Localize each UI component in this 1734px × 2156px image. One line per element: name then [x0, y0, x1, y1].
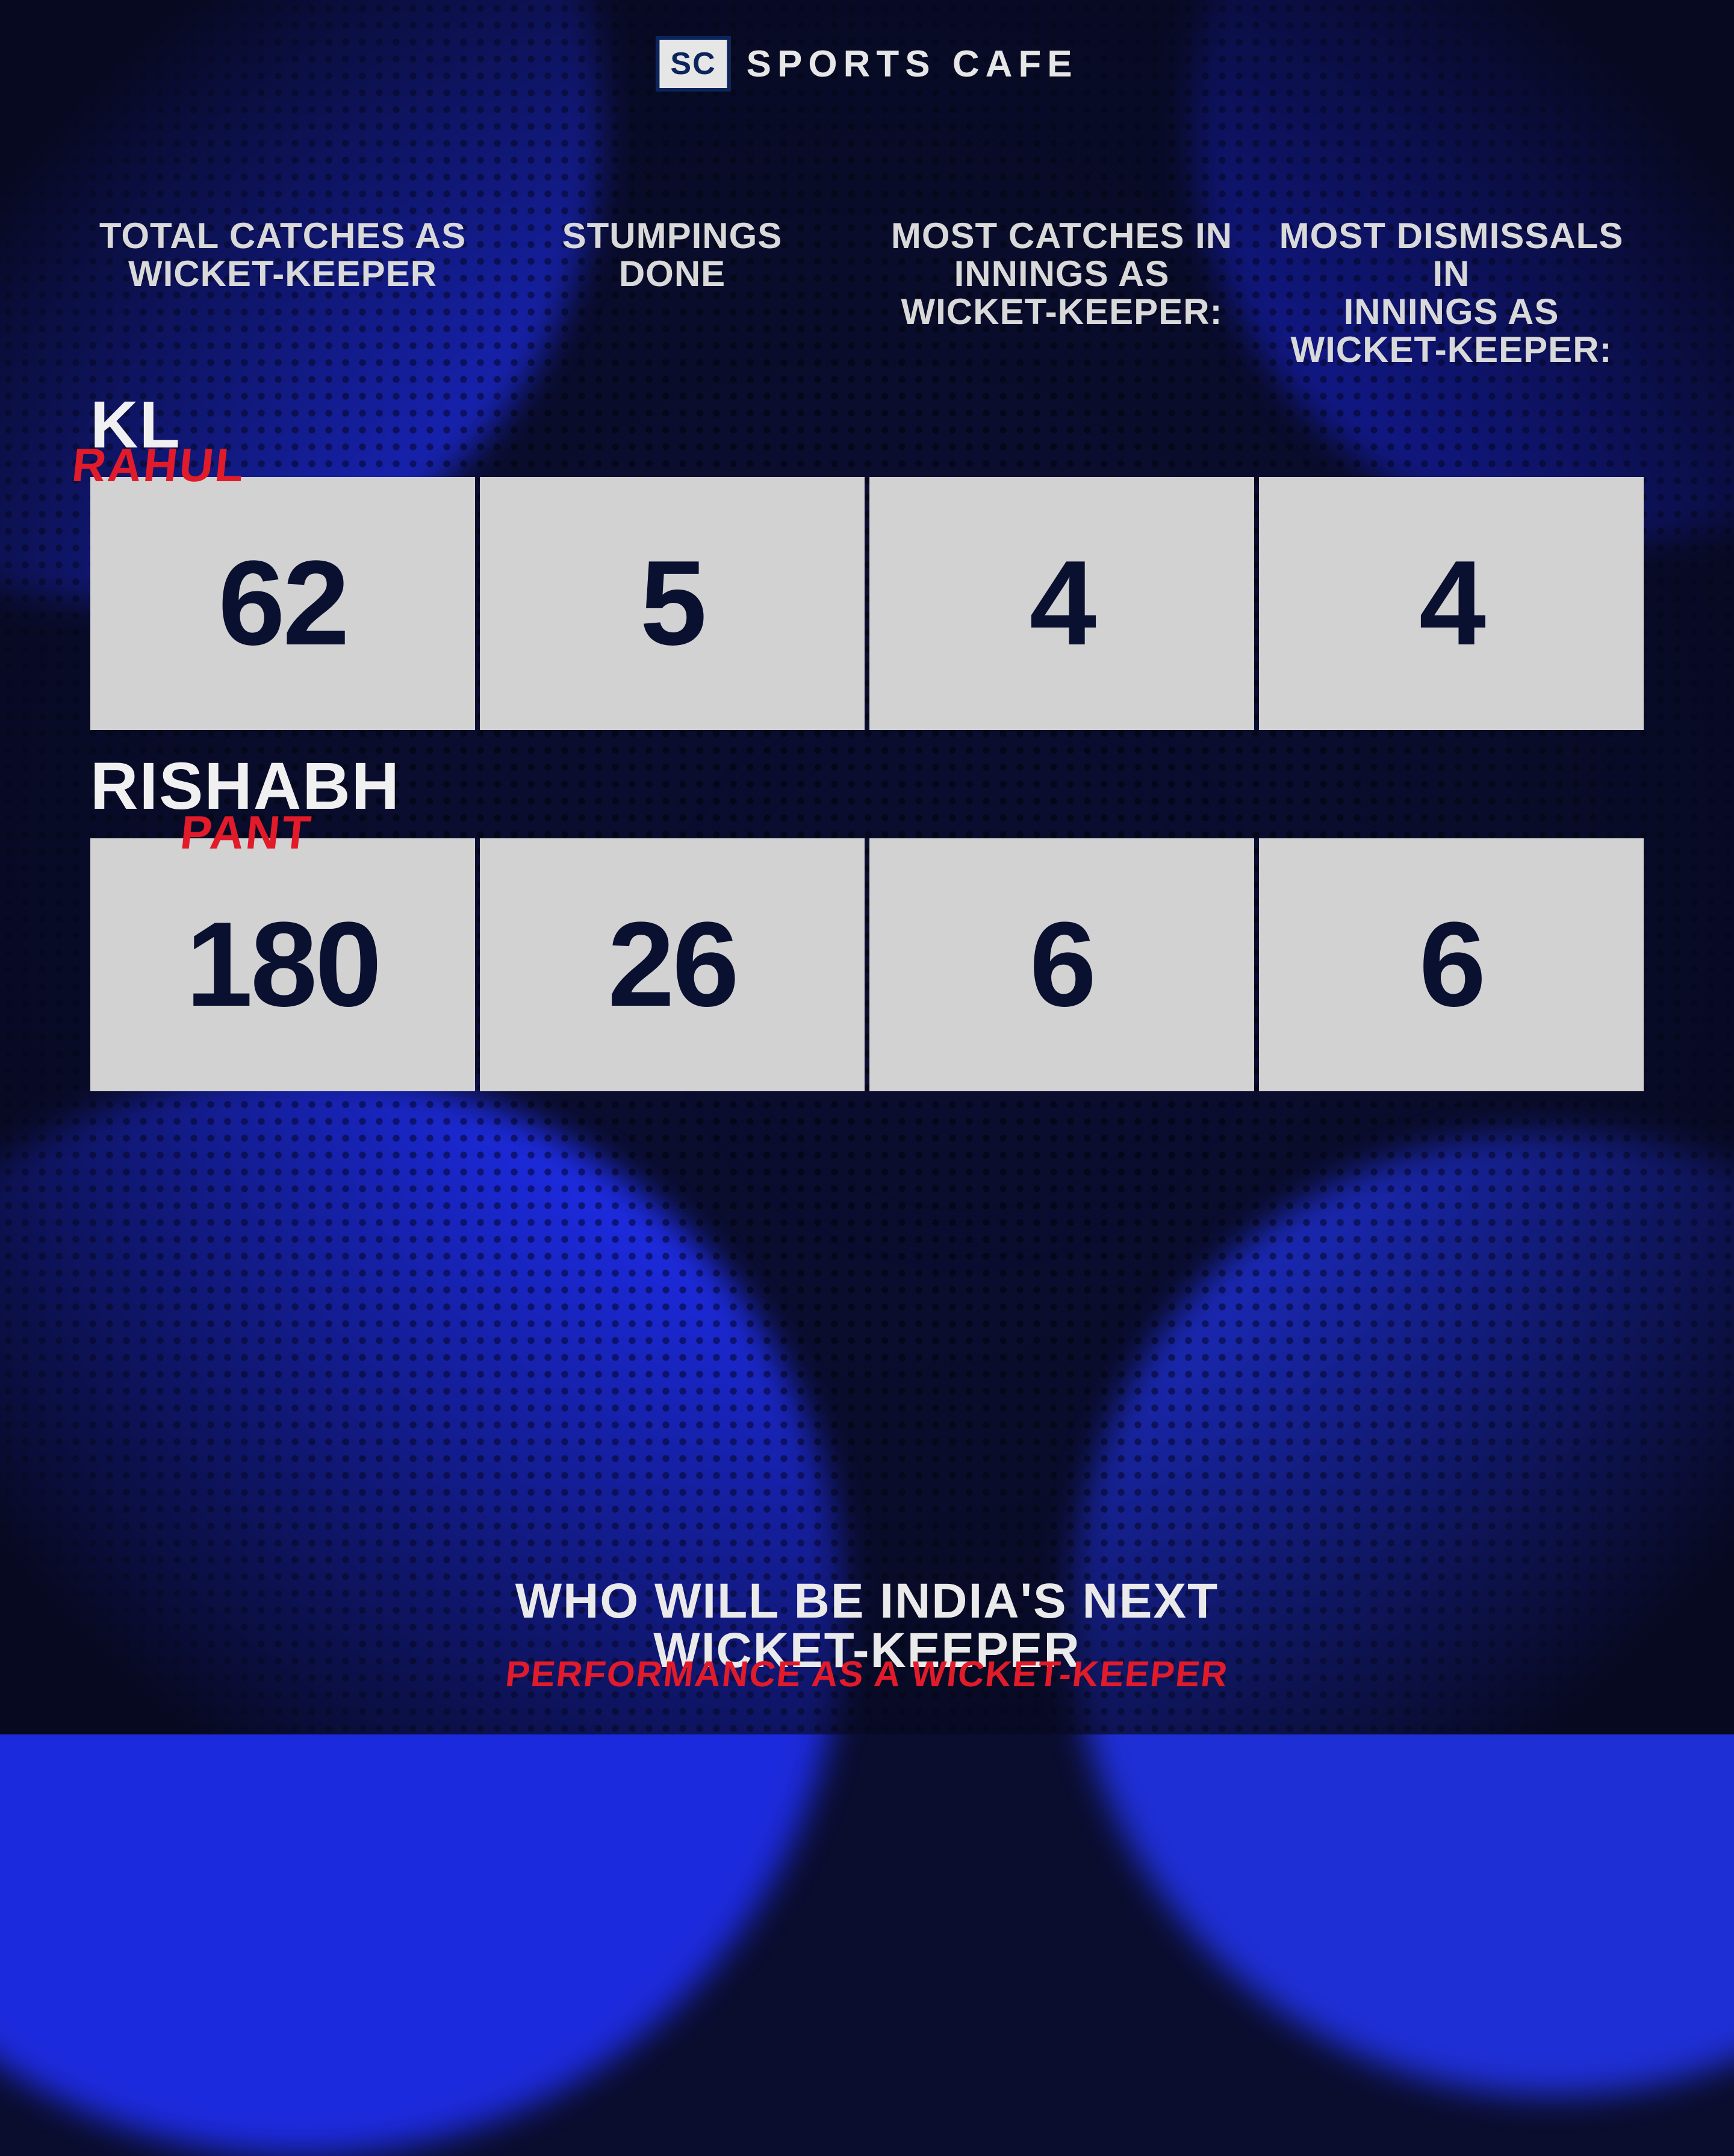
column-header: MOST CATCHES ININNINGS ASWICKET-KEEPER: — [869, 217, 1254, 369]
stat-cell: 6 — [1259, 838, 1644, 1091]
brand-logo-badge: SC — [656, 36, 730, 92]
player-block: RISHABHPANT1802666 — [90, 742, 1644, 1091]
stat-cell: 4 — [869, 477, 1254, 730]
footer: WHO WILL BE INDIA'S NEXT WICKET-KEEPER P… — [434, 1577, 1300, 1692]
stat-cell: 26 — [480, 838, 865, 1091]
player-name: KLRAHUL — [90, 381, 1644, 459]
brand-logo: SC SPORTS CAFE — [656, 36, 1078, 92]
player-stats-row: 62544 — [90, 477, 1644, 730]
player-stats-row: 1802666 — [90, 838, 1644, 1091]
stat-cell: 4 — [1259, 477, 1644, 730]
stat-cell: 180 — [90, 838, 475, 1091]
player-last-name: PANT — [178, 805, 315, 860]
column-headers-row: TOTAL CATCHES ASWICKET-KEEPERSTUMPINGSDO… — [90, 217, 1644, 369]
column-header: MOST DISMISSALS ININNINGS ASWICKET-KEEPE… — [1259, 217, 1644, 369]
stat-cell: 6 — [869, 838, 1254, 1091]
stat-cell: 62 — [90, 477, 475, 730]
brand-logo-text: SPORTS CAFE — [747, 43, 1078, 86]
column-header: STUMPINGSDONE — [480, 217, 865, 369]
player-name: RISHABHPANT — [90, 742, 1644, 820]
footer-sub-text: PERFORMANCE AS A WICKET-KEEPER — [432, 1656, 1302, 1692]
stats-content: TOTAL CATCHES ASWICKET-KEEPERSTUMPINGSDO… — [90, 217, 1644, 1091]
stat-cell: 5 — [480, 477, 865, 730]
column-header: TOTAL CATCHES ASWICKET-KEEPER — [90, 217, 475, 369]
player-block: KLRAHUL62544 — [90, 381, 1644, 730]
player-last-name: RAHUL — [69, 438, 249, 493]
